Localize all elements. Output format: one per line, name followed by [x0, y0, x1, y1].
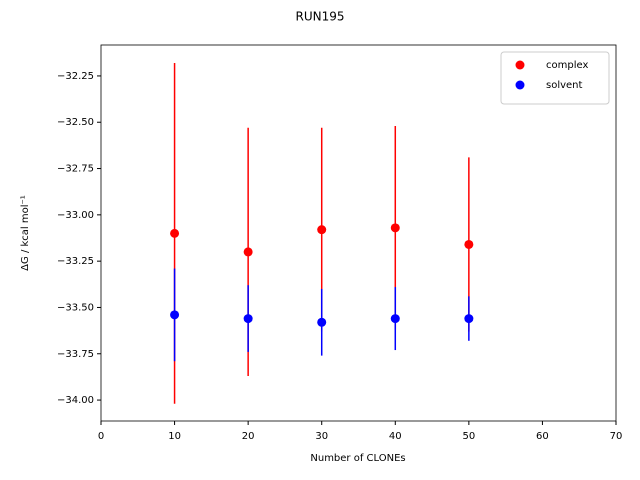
- legend-box: [500, 51, 610, 105]
- x-tick-label: 0: [98, 431, 104, 442]
- y-tick-label: −32.75: [57, 164, 94, 175]
- legend-marker: [515, 60, 525, 70]
- point: [243, 314, 253, 324]
- point: [317, 317, 327, 327]
- x-tick-label: 10: [168, 431, 181, 442]
- legend-label: solvent: [546, 80, 583, 91]
- y-tick-label: −34.00: [57, 395, 94, 406]
- point: [390, 223, 400, 233]
- x-tick-label: 70: [610, 431, 623, 442]
- y-tick-label: −32.50: [57, 117, 94, 128]
- x-tick-label: 50: [462, 431, 475, 442]
- x-tick-label: 20: [242, 431, 255, 442]
- point: [464, 314, 474, 324]
- y-tick-label: −33.00: [57, 210, 94, 221]
- x-tick-label: 30: [315, 431, 328, 442]
- x-axis-label: Number of CLONEs: [310, 453, 405, 464]
- x-tick-label: 60: [536, 431, 549, 442]
- y-tick-label: −33.25: [57, 256, 94, 267]
- y-tick-label: −32.25: [57, 71, 94, 82]
- point: [243, 247, 253, 257]
- point: [390, 314, 400, 324]
- x-tick-label: 40: [389, 431, 402, 442]
- y-axis-label: ΔG / kcal mol⁻¹: [20, 195, 31, 271]
- point: [317, 225, 327, 235]
- y-tick-label: −33.75: [57, 349, 94, 360]
- point: [170, 228, 180, 238]
- chart-title: RUN195: [295, 10, 344, 24]
- point: [170, 310, 180, 320]
- y-tick-label: −33.50: [57, 302, 94, 313]
- legend-marker: [515, 80, 525, 90]
- point: [464, 239, 474, 249]
- plot-frame: [100, 44, 617, 422]
- legend-label: complex: [546, 60, 588, 71]
